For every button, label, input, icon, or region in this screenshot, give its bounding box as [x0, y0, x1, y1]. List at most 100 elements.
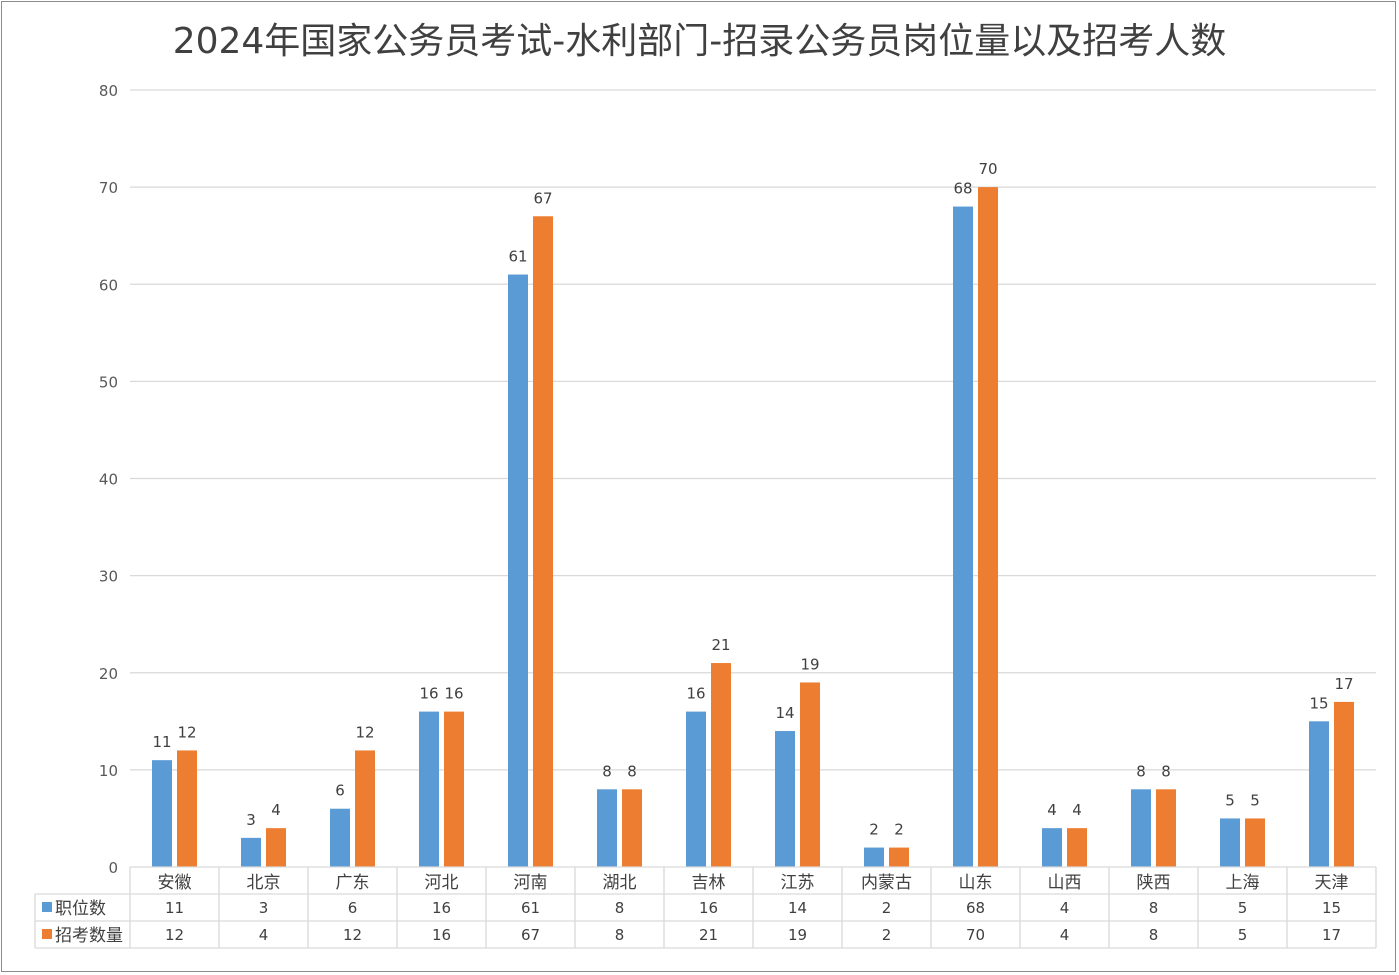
bar-positions: [1131, 789, 1151, 867]
bar-positions: [775, 731, 795, 867]
data-label: 5: [1225, 791, 1235, 809]
category-label: 河北: [425, 873, 459, 893]
category-label: 陕西: [1137, 873, 1171, 893]
bar-positions: [152, 760, 172, 867]
data-label: 15: [1309, 694, 1328, 712]
legend-label: 职位数: [55, 899, 106, 919]
data-label: 4: [271, 801, 281, 819]
data-label: 8: [627, 762, 637, 780]
table-cell: 12: [343, 926, 362, 944]
table-cell: 19: [788, 926, 807, 944]
bar-applicants: [622, 789, 642, 867]
data-label: 8: [1136, 762, 1146, 780]
data-label: 21: [711, 636, 730, 654]
data-label: 3: [246, 811, 256, 829]
table-cell: 11: [165, 899, 184, 917]
category-label: 江苏: [781, 873, 815, 893]
table-cell: 3: [259, 899, 269, 917]
data-label: 17: [1334, 675, 1353, 693]
bar-positions: [330, 808, 350, 867]
table-cell: 8: [615, 926, 625, 944]
bar-positions: [597, 789, 617, 867]
table-cell: 8: [1149, 899, 1159, 917]
table-cell: 8: [615, 899, 625, 917]
data-label: 19: [800, 655, 819, 673]
data-label: 67: [533, 189, 552, 207]
y-tick-label: 10: [99, 762, 118, 780]
data-label: 16: [444, 685, 463, 703]
bar-positions: [953, 206, 973, 868]
bar-applicants: [800, 682, 820, 867]
y-axis: 0 10 20 30 40 50 60 70 80: [99, 82, 118, 877]
y-tick-label: 0: [108, 859, 118, 877]
table-cell: 67: [521, 926, 540, 944]
table-cell: 2: [882, 926, 892, 944]
bar-positions: [508, 274, 528, 868]
table-cell: 12: [165, 926, 184, 944]
category-label: 湖北: [603, 873, 637, 893]
data-label: 2: [894, 821, 904, 839]
table-cell: 8: [1149, 926, 1159, 944]
table-cell: 61: [521, 899, 540, 917]
bar-applicants: [711, 663, 731, 867]
data-label: 12: [355, 723, 374, 741]
data-label: 16: [686, 685, 705, 703]
table-cell: 5: [1238, 899, 1248, 917]
table-cell: 5: [1238, 926, 1248, 944]
table-cell: 16: [432, 926, 451, 944]
category-label: 上海: [1226, 873, 1260, 893]
data-label: 4: [1072, 801, 1082, 819]
bar-positions: [419, 711, 439, 867]
y-tick-label: 80: [99, 82, 118, 100]
legend-key: [42, 902, 52, 912]
bar-applicants: [1334, 701, 1354, 867]
gridlines: [130, 89, 1376, 771]
category-label: 北京: [247, 873, 281, 893]
chart-title: 2024年国家公务员考试-水利部门-招录公务员岗位量以及招考人数: [172, 21, 1227, 62]
table-cell: 2: [882, 899, 892, 917]
y-tick-label: 50: [99, 373, 118, 391]
category-label: 吉林: [692, 873, 726, 893]
bar-applicants: [355, 750, 375, 867]
table-cell: 6: [348, 899, 358, 917]
bar-applicants: [889, 847, 909, 867]
bar-applicants: [444, 711, 464, 867]
y-tick-label: 60: [99, 276, 118, 294]
table-cell: 14: [788, 899, 807, 917]
bar-applicants: [978, 187, 998, 867]
data-label: 12: [177, 723, 196, 741]
category-label: 河南: [514, 873, 548, 893]
data-label: 68: [953, 180, 972, 198]
category-label: 广东: [336, 873, 370, 893]
bar-applicants: [533, 216, 553, 867]
data-label: 61: [508, 248, 527, 266]
category-label: 安徽: [158, 873, 192, 893]
bar-positions: [686, 711, 706, 867]
data-label: 11: [152, 733, 171, 751]
table-cell: 21: [699, 926, 718, 944]
bar-positions: [1309, 721, 1329, 867]
y-tick-label: 20: [99, 665, 118, 683]
table-cell: 17: [1322, 926, 1341, 944]
table-cell: 68: [966, 899, 985, 917]
bar-applicants: [266, 828, 286, 867]
table-cell: 4: [1060, 899, 1070, 917]
data-label: 14: [775, 704, 794, 722]
category-label: 内蒙古: [861, 873, 912, 893]
legend-key: [42, 929, 52, 939]
bar-applicants: [1156, 789, 1176, 867]
table-cell: 4: [1060, 926, 1070, 944]
bar-applicants: [1245, 818, 1265, 867]
bar-applicants: [177, 750, 197, 867]
table-cell: 16: [699, 899, 718, 917]
y-tick-label: 40: [99, 471, 118, 489]
y-tick-label: 70: [99, 179, 118, 197]
data-label: 4: [1047, 801, 1057, 819]
bar-positions: [864, 847, 884, 867]
bar-positions: [1220, 818, 1240, 867]
table-cell: 16: [432, 899, 451, 917]
data-label: 2: [869, 821, 879, 839]
